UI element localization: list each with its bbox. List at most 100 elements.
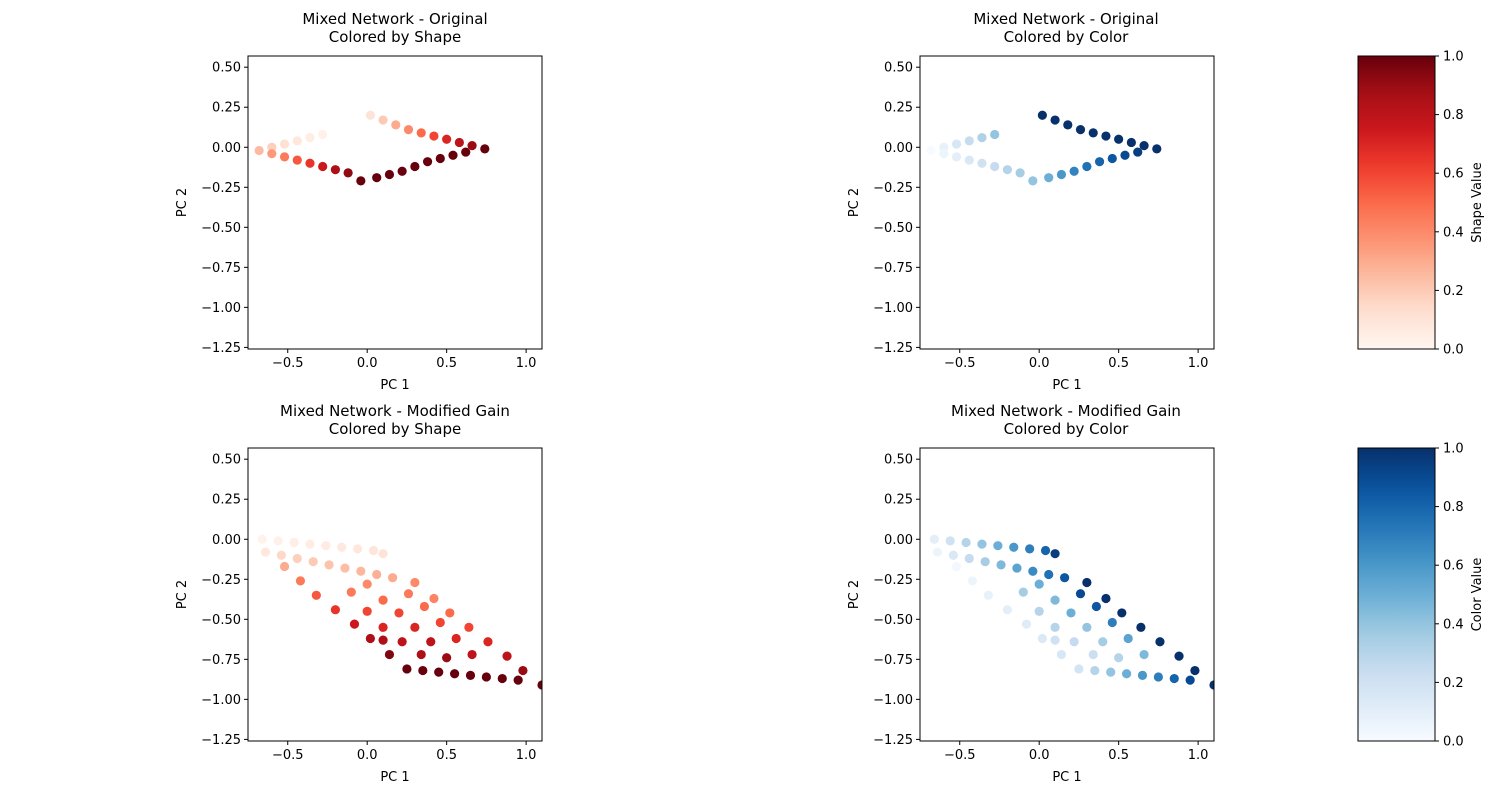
x-tick-label: 0.0 — [357, 748, 378, 763]
scatter-point — [1050, 595, 1060, 605]
scatter-point — [305, 158, 315, 168]
x-tick-label: 1.0 — [516, 356, 537, 371]
scatter-point — [951, 561, 962, 572]
scatter-point — [461, 147, 471, 157]
scatter-point — [518, 665, 528, 676]
scatter-point — [416, 649, 426, 660]
scatter-point — [454, 137, 464, 148]
scatter-point — [1056, 649, 1067, 660]
y-tick-label: 0.50 — [212, 453, 241, 468]
scatter-point — [378, 595, 388, 605]
y-tick-label: −1.25 — [873, 341, 913, 356]
y-tick-label: −0.25 — [201, 573, 241, 588]
y-tick-label: −0.50 — [873, 221, 913, 236]
y-tick-label: 0.00 — [212, 533, 241, 548]
scatter-point — [1018, 587, 1028, 597]
scatter-point — [1106, 667, 1116, 677]
scatter-point — [964, 136, 974, 146]
scatter-point — [378, 115, 388, 125]
y-tick-label: 0.25 — [212, 493, 241, 508]
x-tick-label: 0.0 — [1029, 748, 1050, 763]
scatter-point — [948, 550, 958, 560]
y-tick-label: −0.75 — [873, 261, 913, 276]
scatter-point — [388, 573, 398, 583]
scatter-point — [365, 110, 375, 120]
colorbar-label: Shape Value — [1470, 162, 1485, 243]
y-tick-label: −1.00 — [201, 693, 241, 708]
scatter-point — [1185, 675, 1195, 685]
scatter-point — [1114, 134, 1124, 144]
chart-title: Mixed Network - Modified Gain — [280, 402, 510, 420]
scatter-point — [1174, 651, 1184, 661]
scatter-point — [451, 633, 461, 644]
scatter-point — [419, 601, 429, 612]
colorbar-tick-label: 0.4 — [1443, 617, 1464, 632]
chart-title: Mixed Network - Modified Gain — [951, 402, 1181, 420]
scatter-point — [378, 549, 388, 559]
scatter-point — [1153, 672, 1163, 682]
x-tick-label: −0.5 — [944, 356, 976, 371]
scatter-point — [926, 145, 936, 156]
scatter-point — [1121, 669, 1132, 679]
scatter-point — [929, 534, 939, 544]
scatter-point — [273, 536, 283, 546]
scatter-point — [308, 557, 318, 567]
chart-title: Mixed Network - Original — [973, 10, 1158, 28]
scatter-point — [1209, 680, 1214, 690]
scatter-points — [254, 110, 490, 186]
scatter-point — [391, 120, 401, 130]
scatter-point — [1028, 566, 1038, 576]
scatter-point — [961, 537, 971, 548]
colorbar-tick-label: 0.8 — [1443, 108, 1464, 123]
scatter-point — [1034, 606, 1044, 616]
scatter-point — [1037, 110, 1047, 120]
colorbar-tick-label: 0.0 — [1443, 735, 1464, 750]
x-tick-label: 0.5 — [436, 748, 457, 763]
scatter-point — [1090, 665, 1100, 676]
scatter-point — [1069, 166, 1079, 176]
colorbar-tick-label: 1.0 — [1443, 50, 1464, 65]
colorbar-tick-label: 0.6 — [1443, 167, 1464, 182]
scatter-point — [1002, 165, 1013, 175]
scatter-point — [279, 139, 290, 149]
scatter-point — [1082, 161, 1092, 172]
scatter-point — [442, 653, 452, 663]
x-tick-label: 0.5 — [1108, 748, 1129, 763]
colorbar-color: 0.0 0.2 0.4 0.6 0.8 1.0 Color Value — [1357, 442, 1485, 750]
plot-frame — [919, 55, 1215, 350]
scatter-point — [467, 141, 477, 151]
scatter-point — [1136, 622, 1146, 632]
scatter-point — [397, 166, 407, 176]
scatter-point — [1139, 649, 1149, 660]
scatter-point — [318, 129, 328, 140]
y-tick-label: −0.50 — [201, 221, 241, 236]
scatter-point — [449, 669, 460, 679]
chart-title: Colored by Color — [1004, 28, 1130, 46]
plot-frame — [919, 447, 1215, 742]
x-tick-label: 0.5 — [1108, 356, 1129, 371]
scatter-point — [1169, 673, 1179, 684]
scatter-point — [951, 152, 962, 162]
scatter-point — [289, 537, 299, 548]
scatter-point — [416, 128, 426, 138]
scatter-point — [1152, 144, 1162, 154]
scatter-point — [1091, 601, 1101, 612]
y-tick-label: 0.00 — [212, 141, 241, 156]
y-axis-label: PC 2 — [175, 580, 190, 609]
scatter-point — [1088, 649, 1098, 660]
y-tick-label: −1.25 — [201, 733, 241, 748]
scatter-point — [378, 635, 388, 645]
x-tick-label: 0.0 — [357, 356, 378, 371]
scatter-point — [1025, 544, 1035, 554]
scatter-point — [1082, 577, 1092, 588]
x-axis-label: PC 1 — [1052, 378, 1081, 393]
scatter-point — [279, 561, 290, 572]
scatter-point — [362, 606, 372, 616]
y-tick-label: −1.00 — [873, 693, 913, 708]
scatter-point — [990, 129, 1000, 140]
scatter-point — [1050, 622, 1060, 632]
scatter-point — [1133, 147, 1143, 157]
